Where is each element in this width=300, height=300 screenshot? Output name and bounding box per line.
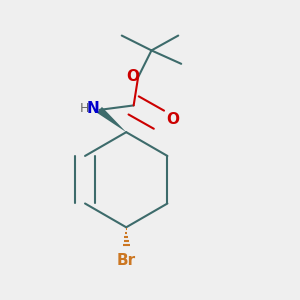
Text: N: N [87,101,99,116]
Text: H: H [79,103,89,116]
Polygon shape [97,107,126,132]
Text: O: O [166,112,179,127]
Text: O: O [126,69,139,84]
Text: Br: Br [117,253,136,268]
